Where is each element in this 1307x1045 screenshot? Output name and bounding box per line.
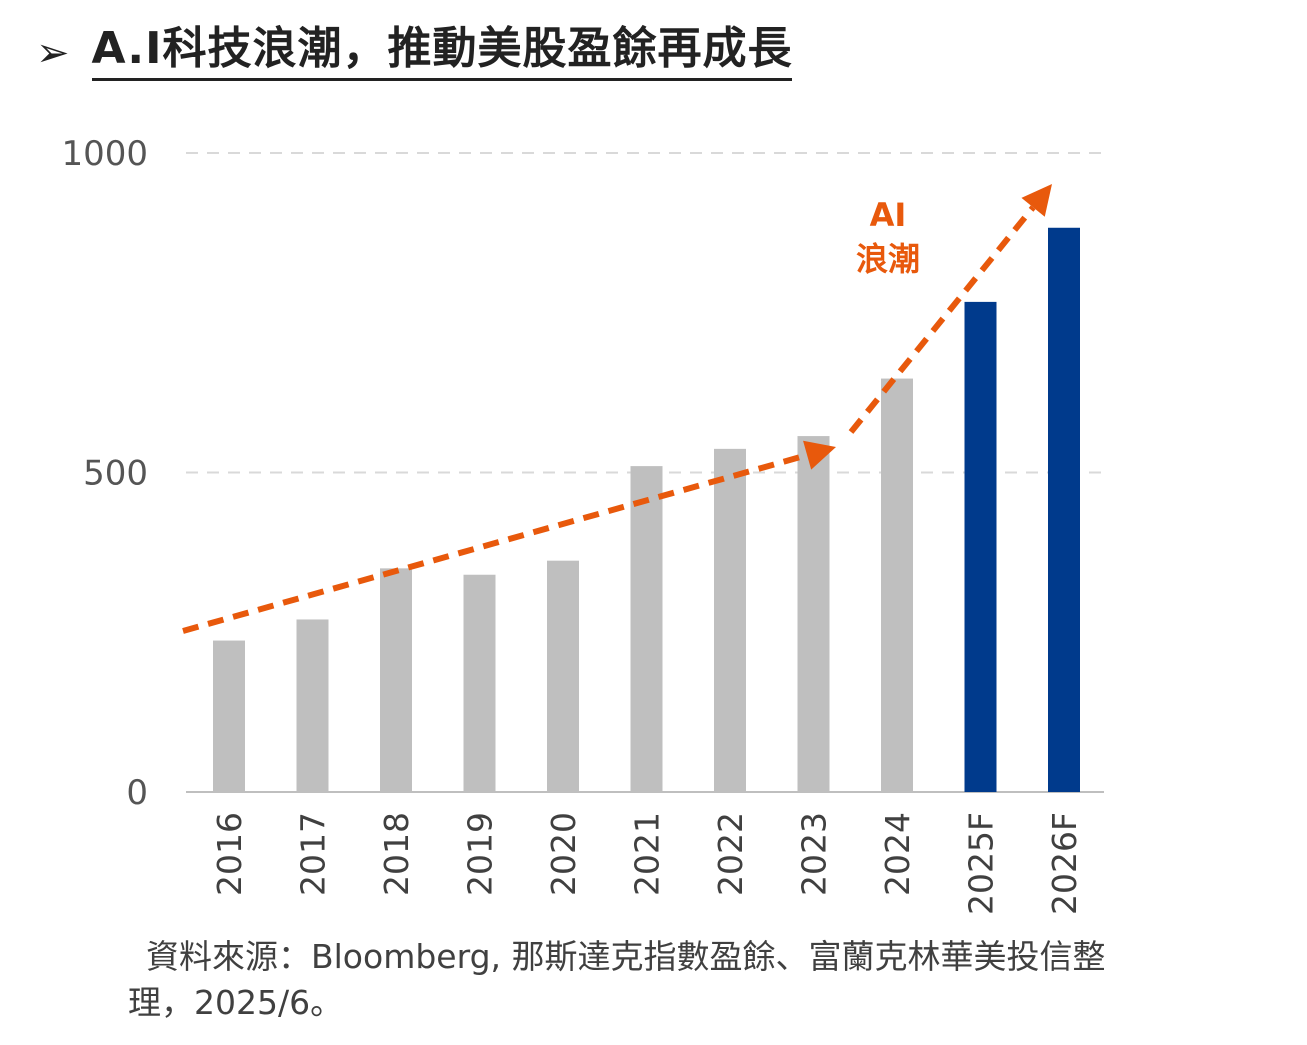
bar-2020 xyxy=(547,560,579,792)
bar-2016 xyxy=(213,640,245,792)
trend-arrow-pre-ai-head xyxy=(803,440,836,470)
bar-2026F xyxy=(1048,227,1080,792)
x-tick-label: 2018 xyxy=(377,812,416,896)
x-tick-label: 2023 xyxy=(795,812,834,896)
x-tick-label: 2025F xyxy=(962,812,1001,915)
x-tick-label: 2021 xyxy=(628,812,667,896)
source-note: 資料來源：Bloomberg, 那斯達克指數盈餘、富蘭克林華美投信整理，2025… xyxy=(128,937,1106,1022)
x-tick-label: 2024 xyxy=(878,812,917,896)
annotation-wave: 浪潮 xyxy=(856,240,920,278)
bar-2022 xyxy=(714,448,746,792)
bars xyxy=(213,227,1080,792)
x-tick-label: 2022 xyxy=(711,812,750,896)
x-tick-label: 2017 xyxy=(294,812,333,896)
trend-arrow-ai-shaft xyxy=(848,205,1036,434)
bar-2024 xyxy=(881,378,913,792)
bar-2017 xyxy=(296,619,329,792)
bar-2023 xyxy=(797,436,830,792)
y-tick-label: 0 xyxy=(126,773,148,813)
trend-arrows xyxy=(182,184,1052,634)
x-tick-label: 2026F xyxy=(1045,812,1084,915)
trend-arrow-pre-ai-shaft xyxy=(182,452,808,634)
y-tick-label: 1000 xyxy=(61,134,148,174)
annotation-ai: AI xyxy=(870,196,907,234)
bar-2019 xyxy=(463,574,496,792)
y-tick-label: 500 xyxy=(83,454,148,494)
bar-2018 xyxy=(380,568,412,792)
y-axis-ticks: 0 500 1000 xyxy=(61,134,148,813)
x-tick-label: 2019 xyxy=(461,812,500,896)
x-tick-label: 2020 xyxy=(544,812,583,896)
page-title: A.I科技浪潮，推動美股盈餘再成長 xyxy=(91,24,793,81)
bullet-arrow-icon: ➢ xyxy=(36,30,70,76)
x-tick-label: 2016 xyxy=(210,812,249,896)
header: ➢ A.I科技浪潮，推動美股盈餘再成長 xyxy=(36,22,793,84)
bar-2025F xyxy=(964,301,997,792)
trend-arrow-ai-head xyxy=(1021,184,1052,217)
x-axis-ticks: 2016 2017 2018 2019 2020 2021 2022 2023 2024 2025… xyxy=(210,812,1084,915)
bar-2021 xyxy=(630,466,663,792)
